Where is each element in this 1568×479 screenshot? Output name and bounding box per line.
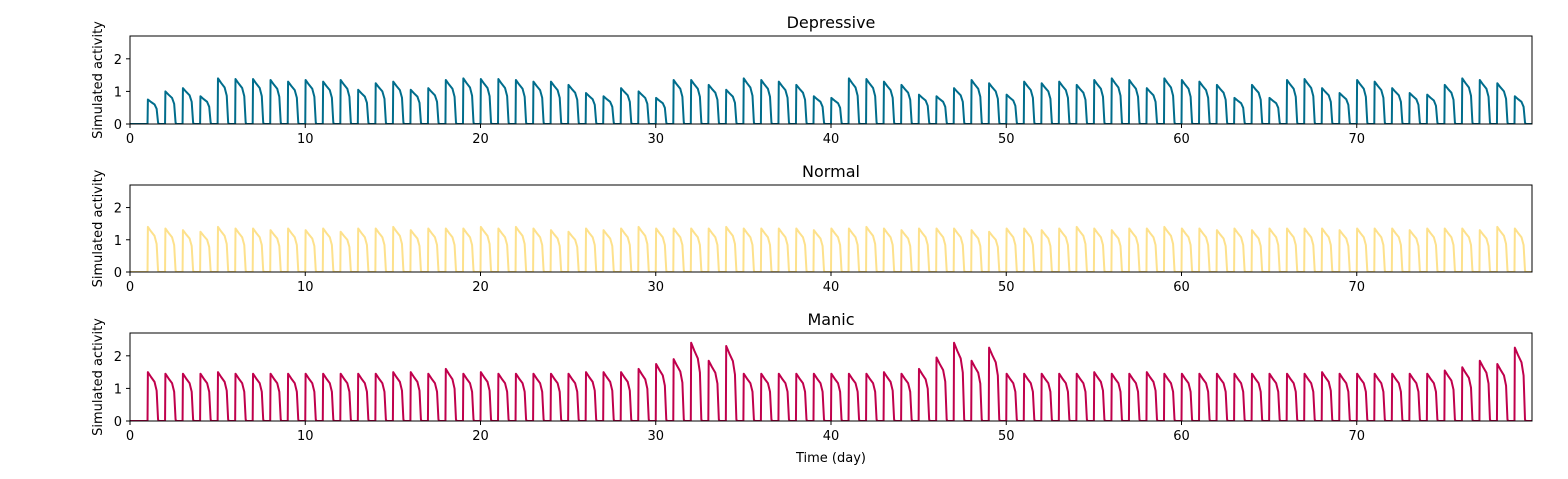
x-tick-label: 10 — [297, 429, 314, 444]
y-tick-label: 1 — [114, 234, 122, 249]
y-tick-label: 2 — [114, 350, 122, 365]
y-tick-label: 0 — [114, 118, 122, 133]
x-tick-label: 20 — [472, 280, 489, 295]
x-tick-label: 30 — [647, 132, 664, 147]
x-tick-label: 50 — [998, 429, 1015, 444]
y-axis-label: Simulated activity — [91, 169, 106, 287]
y-tick-label: 2 — [114, 53, 122, 68]
x-tick-label: 40 — [823, 280, 840, 295]
y-tick-label: 1 — [114, 382, 122, 397]
x-tick-label: 60 — [1173, 429, 1190, 444]
subplot-1: 0 10 20 30 40 50 60 70 0 1 2 Depressive Simulated ac… — [91, 13, 1533, 147]
x-tick-label: 70 — [1348, 280, 1365, 295]
subplot-title: Depressive — [787, 13, 876, 32]
x-tick-label: 0 — [126, 280, 134, 295]
x-axis-label: Time (day) — [795, 451, 866, 466]
x-tick-label: 20 — [472, 132, 489, 147]
x-tick-label: 10 — [297, 132, 314, 147]
x-tick-label: 40 — [823, 429, 840, 444]
x-tick-label: 60 — [1173, 280, 1190, 295]
y-tick-label: 0 — [114, 415, 122, 430]
subplot-3: 0 10 20 30 40 50 60 70 0 1 2 Manic Simulated activit… — [91, 310, 1533, 466]
y-tick-label: 2 — [114, 202, 122, 217]
y-tick-label: 1 — [114, 85, 122, 100]
series-line — [130, 225, 1532, 272]
y-axis-label: Simulated activity — [91, 318, 106, 436]
series-line — [130, 77, 1532, 124]
x-tick-label: 0 — [126, 132, 134, 147]
subplot-title: Manic — [808, 310, 855, 329]
x-tick-label: 30 — [647, 429, 664, 444]
x-tick-label: 70 — [1348, 132, 1365, 147]
subplot-2: 0 10 20 30 40 50 60 70 0 1 2 Normal Simulated activi… — [91, 162, 1533, 295]
subplot-title: Normal — [802, 162, 860, 181]
x-tick-label: 70 — [1348, 429, 1365, 444]
series-line — [130, 341, 1532, 421]
x-tick-label: 20 — [472, 429, 489, 444]
y-tick-label: 0 — [114, 266, 122, 281]
x-tick-label: 0 — [126, 429, 134, 444]
x-tick-label: 10 — [297, 280, 314, 295]
x-tick-label: 40 — [823, 132, 840, 147]
x-tick-label: 50 — [998, 132, 1015, 147]
x-tick-label: 30 — [647, 280, 664, 295]
y-axis-label: Simulated activity — [91, 21, 106, 139]
x-tick-label: 60 — [1173, 132, 1190, 147]
x-tick-label: 50 — [998, 280, 1015, 295]
